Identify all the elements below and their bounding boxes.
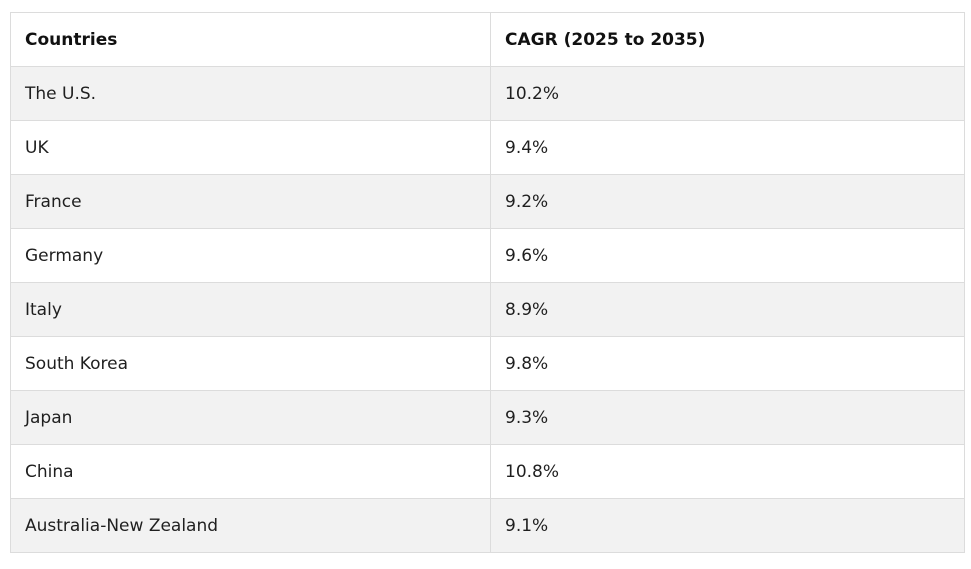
table-header-row: Countries CAGR (2025 to 2035): [10, 12, 965, 67]
country-cell: The U.S.: [10, 66, 491, 121]
cagr-cell: 10.2%: [490, 66, 965, 121]
table-row: Italy 8.9%: [10, 282, 965, 337]
cagr-cell: 8.9%: [490, 282, 965, 337]
cagr-cell: 10.8%: [490, 444, 965, 499]
cagr-cell: 9.6%: [490, 228, 965, 283]
table-row: Germany 9.6%: [10, 228, 965, 283]
country-cell: Japan: [10, 390, 491, 445]
cagr-cell: 9.1%: [490, 498, 965, 553]
country-cell: France: [10, 174, 491, 229]
cagr-cell: 9.4%: [490, 120, 965, 175]
header-cagr: CAGR (2025 to 2035): [490, 12, 965, 67]
country-cell: UK: [10, 120, 491, 175]
country-cell: China: [10, 444, 491, 499]
table-row: France 9.2%: [10, 174, 965, 229]
table-row: Japan 9.3%: [10, 390, 965, 445]
cagr-cell: 9.2%: [490, 174, 965, 229]
table-row: Australia-New Zealand 9.1%: [10, 498, 965, 553]
table-row: The U.S. 10.2%: [10, 66, 965, 121]
cagr-cell: 9.3%: [490, 390, 965, 445]
cagr-table: Countries CAGR (2025 to 2035) The U.S. 1…: [10, 12, 965, 553]
table-row: South Korea 9.8%: [10, 336, 965, 391]
header-countries: Countries: [10, 12, 491, 67]
country-cell: Italy: [10, 282, 491, 337]
table-row: China 10.8%: [10, 444, 965, 499]
country-cell: South Korea: [10, 336, 491, 391]
country-cell: Germany: [10, 228, 491, 283]
country-cell: Australia-New Zealand: [10, 498, 491, 553]
cagr-table-container: Countries CAGR (2025 to 2035) The U.S. 1…: [10, 12, 965, 553]
cagr-cell: 9.8%: [490, 336, 965, 391]
table-row: UK 9.4%: [10, 120, 965, 175]
